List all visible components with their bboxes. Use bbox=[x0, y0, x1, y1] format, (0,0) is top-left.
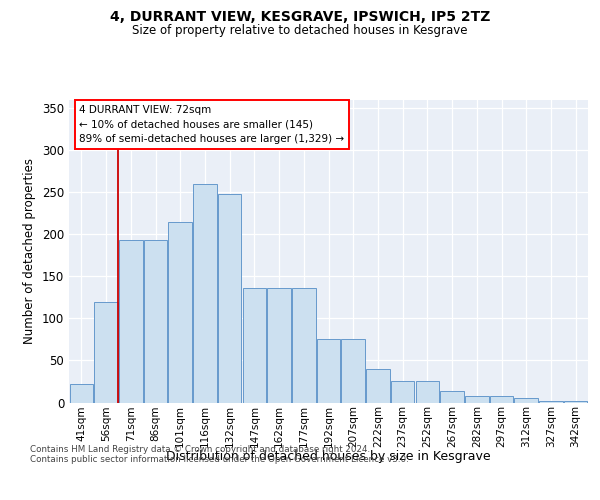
Bar bbox=[70, 384, 93, 402]
Bar bbox=[144, 240, 167, 402]
Bar bbox=[169, 222, 192, 402]
Bar bbox=[268, 288, 291, 403]
Text: Contains HM Land Registry data © Crown copyright and database right 2024.
Contai: Contains HM Land Registry data © Crown c… bbox=[30, 445, 409, 464]
Bar bbox=[465, 396, 488, 402]
Bar bbox=[119, 240, 143, 402]
Bar bbox=[317, 340, 340, 402]
Text: Size of property relative to detached houses in Kesgrave: Size of property relative to detached ho… bbox=[132, 24, 468, 37]
Bar bbox=[341, 340, 365, 402]
Bar bbox=[391, 382, 415, 402]
Text: 4 DURRANT VIEW: 72sqm
← 10% of detached houses are smaller (145)
89% of semi-det: 4 DURRANT VIEW: 72sqm ← 10% of detached … bbox=[79, 104, 344, 144]
Bar bbox=[292, 288, 316, 403]
Bar bbox=[193, 184, 217, 402]
Bar bbox=[539, 401, 563, 402]
Bar bbox=[514, 398, 538, 402]
Bar bbox=[564, 401, 587, 402]
Bar bbox=[366, 369, 389, 402]
Y-axis label: Number of detached properties: Number of detached properties bbox=[23, 158, 37, 344]
X-axis label: Distribution of detached houses by size in Kesgrave: Distribution of detached houses by size … bbox=[166, 450, 491, 463]
Bar bbox=[242, 288, 266, 403]
Bar bbox=[94, 302, 118, 402]
Bar bbox=[440, 390, 464, 402]
Bar bbox=[490, 396, 513, 402]
Bar bbox=[218, 194, 241, 402]
Text: 4, DURRANT VIEW, KESGRAVE, IPSWICH, IP5 2TZ: 4, DURRANT VIEW, KESGRAVE, IPSWICH, IP5 … bbox=[110, 10, 490, 24]
Bar bbox=[416, 382, 439, 402]
